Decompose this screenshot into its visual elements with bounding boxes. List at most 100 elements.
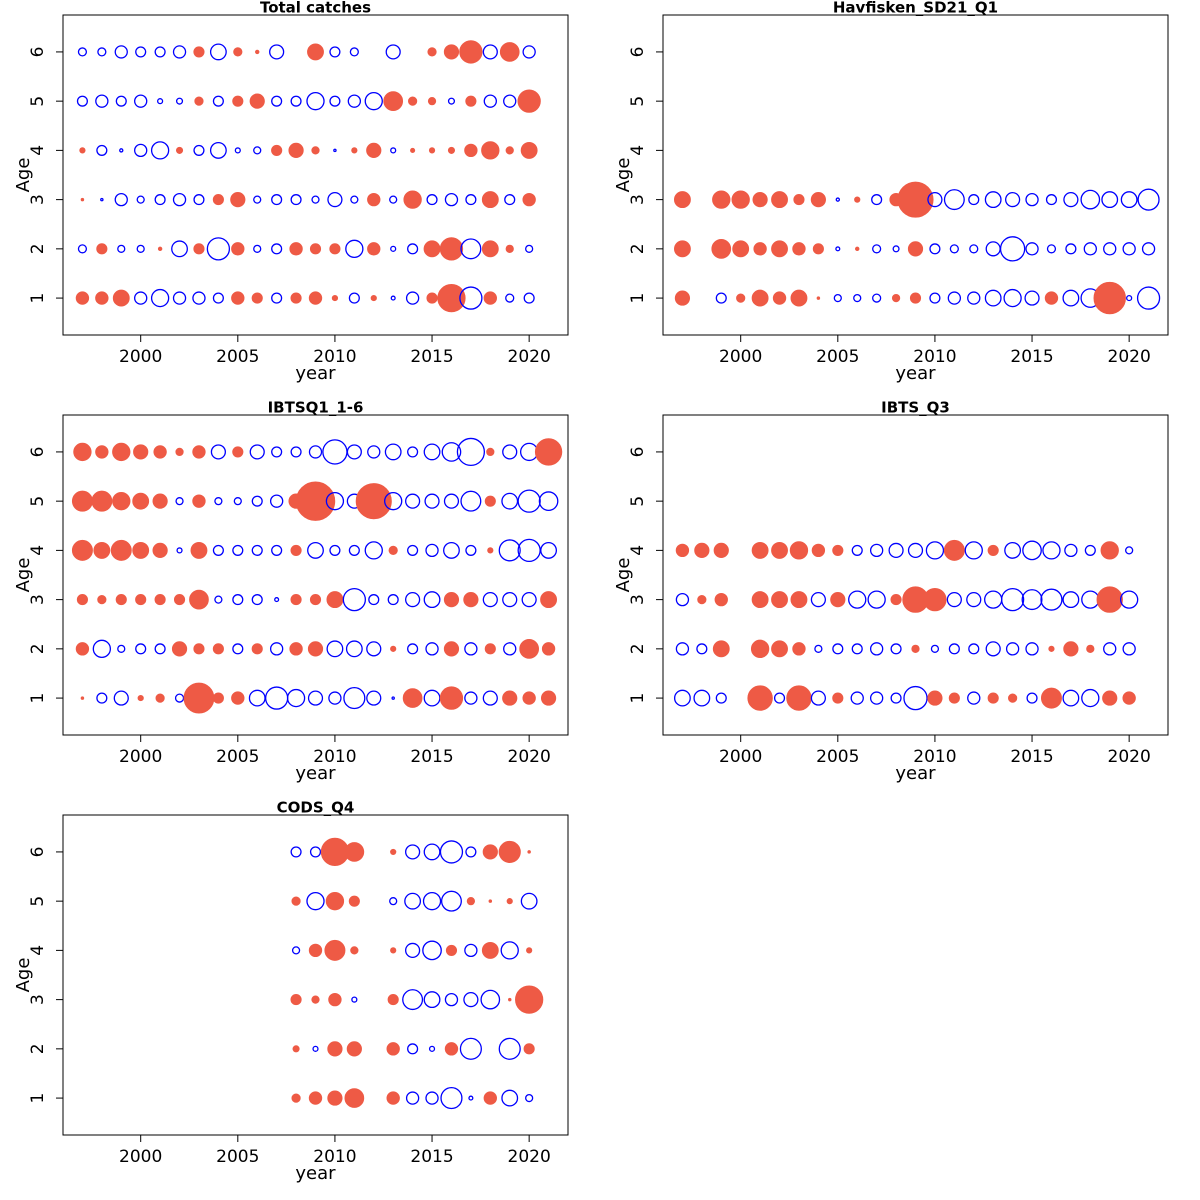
residual-bubble [789,541,809,560]
y-tick-label: 3 [28,994,48,1005]
plot-frame [662,14,1169,336]
residual-bubble [290,95,302,107]
residual-bubble [174,693,185,703]
residual-bubble [114,45,128,59]
residual-bubble [402,989,424,1011]
residual-bubble [351,996,358,1003]
residual-bubble [1101,191,1119,209]
residual-bubble [891,293,901,303]
residual-bubble [423,240,441,258]
residual-bubble [193,243,205,255]
y-axis-label: Age [613,158,634,193]
residual-bubble [481,141,500,160]
residual-bubble [265,686,289,710]
residual-bubble [135,594,147,606]
residual-bubble [751,591,769,609]
residual-bubble [295,481,336,521]
residual-bubble [753,242,767,256]
y-tick-label: 1 [28,1093,48,1104]
panel-title: IBTSQ1_1-6 [268,399,364,417]
x-axis-label: year [295,763,336,784]
residual-bubble [291,946,301,955]
residual-bubble [503,94,517,108]
residual-bubble [675,592,690,607]
residual-bubble [872,244,882,254]
residual-bubble [309,594,322,606]
residual-bubble [911,644,920,653]
residual-bubble [443,541,460,559]
residual-bubble [364,91,383,111]
residual-bubble [175,97,184,105]
residual-bubble [1122,242,1136,256]
residual-bubble [157,246,163,252]
residual-bubble [810,690,826,706]
residual-bubble [850,691,864,705]
residual-bubble [1120,191,1138,209]
residual-bubble [110,539,132,561]
residual-bubble [249,444,265,460]
residual-bubble [274,597,280,603]
residual-bubble [95,291,109,305]
residual-bubble [117,244,126,253]
residual-bubble [504,194,516,206]
residual-bubble [407,446,419,458]
x-tick-label: 2000 [119,747,162,767]
residual-bubble [407,96,418,106]
residual-bubble [290,292,302,304]
residual-bubble [291,1093,301,1103]
residual-bubble [444,1042,459,1056]
residual-bubble [811,543,826,558]
residual-bubble [505,293,515,303]
residual-bubble [325,891,345,911]
residual-bubble [1081,590,1100,609]
residual-bubble [271,194,283,206]
residual-bubble [112,491,131,511]
residual-bubble [351,147,358,154]
y-tick-label: 2 [628,243,648,254]
x-axis-label: year [895,363,936,384]
residual-bubble [344,842,365,862]
residual-bubble [481,191,499,209]
residual-bubble [251,594,263,606]
residual-bubble [405,844,421,860]
y-tick-label: 2 [28,243,48,254]
residual-bubble [437,283,466,313]
residual-bubble [1025,642,1039,656]
residual-bubble [502,690,518,706]
residual-bubble [673,191,691,209]
residual-bubble [136,244,145,253]
residual-bubble [1125,546,1134,555]
residual-bubble [349,47,359,57]
x-tick-label: 2020 [1108,747,1151,767]
residual-bubble [367,242,381,256]
residual-bubble [428,1045,436,1052]
residual-bubble [773,692,786,704]
residual-bubble [460,238,482,260]
residual-bubble [286,688,306,708]
y-tick-label: 1 [628,293,648,304]
residual-bubble [248,689,266,707]
residual-bubble [675,642,690,656]
residual-bubble [985,641,1001,657]
residual-bubble [383,91,404,112]
residual-bubble [466,897,476,906]
residual-bubble [311,146,320,155]
residual-bubble [968,643,980,655]
residual-bubble [507,997,512,1002]
residual-bubble [832,692,844,704]
residual-bubble [96,692,108,704]
residual-bubble [468,1095,474,1101]
residual-bubble [289,242,303,256]
residual-bubble [251,544,263,556]
residual-bubble [355,483,392,520]
residual-bubble [948,643,960,655]
residual-bubble [1021,589,1043,611]
residual-bubble [515,985,544,1014]
residual-bubble [1063,192,1079,208]
residual-bubble [342,587,366,612]
y-tick-label: 1 [28,693,48,704]
residual-bubble [751,541,769,559]
residual-bubble [499,42,520,62]
residual-bubble [255,49,260,55]
residual-bubble [526,947,533,954]
